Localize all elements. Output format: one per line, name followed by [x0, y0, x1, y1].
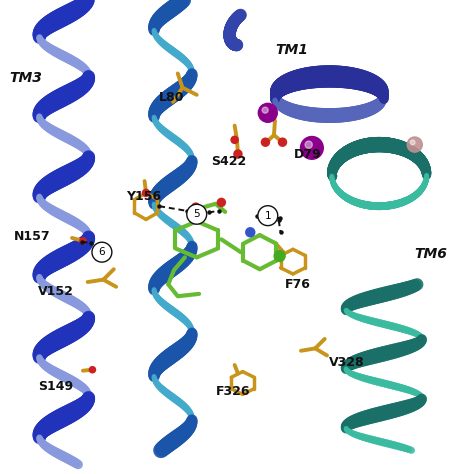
Circle shape — [407, 137, 422, 152]
Circle shape — [187, 204, 207, 224]
Text: TM1: TM1 — [275, 43, 308, 57]
Circle shape — [142, 189, 150, 197]
Circle shape — [79, 237, 87, 245]
Text: 5: 5 — [193, 209, 200, 219]
Circle shape — [262, 107, 268, 113]
Text: F326: F326 — [216, 384, 250, 398]
Text: N157: N157 — [14, 230, 51, 244]
Circle shape — [191, 202, 201, 212]
Text: S149: S149 — [38, 380, 73, 393]
Text: Y156: Y156 — [126, 190, 161, 203]
Circle shape — [273, 250, 286, 262]
Text: V328: V328 — [329, 356, 365, 369]
Circle shape — [261, 137, 270, 147]
Circle shape — [233, 149, 243, 159]
Circle shape — [245, 227, 255, 237]
Text: TM3: TM3 — [9, 71, 42, 85]
Circle shape — [410, 140, 415, 145]
Text: V152: V152 — [38, 285, 74, 298]
Text: S422: S422 — [211, 155, 246, 168]
Text: F76: F76 — [284, 278, 310, 291]
Circle shape — [89, 366, 96, 374]
Text: TM6: TM6 — [415, 246, 447, 261]
Circle shape — [230, 136, 239, 144]
Text: D79: D79 — [294, 147, 321, 161]
Circle shape — [217, 198, 226, 207]
Circle shape — [92, 242, 112, 262]
Text: 1: 1 — [264, 210, 271, 221]
Text: 6: 6 — [99, 247, 105, 257]
Circle shape — [305, 141, 312, 148]
Circle shape — [258, 103, 277, 122]
Circle shape — [278, 137, 287, 147]
Circle shape — [258, 206, 278, 226]
Circle shape — [301, 137, 323, 159]
Text: L80: L80 — [159, 91, 184, 104]
